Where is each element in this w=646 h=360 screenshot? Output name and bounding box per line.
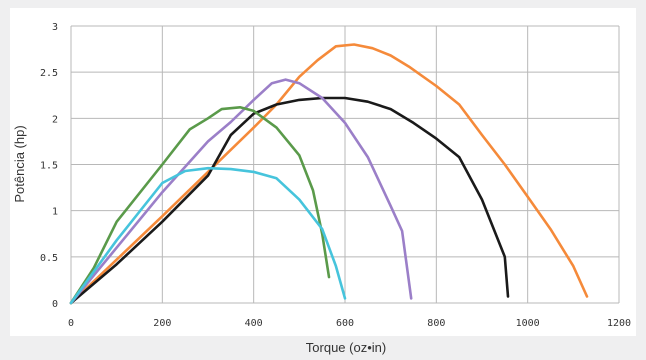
series-line-4 — [69, 106, 331, 305]
x-tick-label: 800 — [427, 318, 445, 329]
x-tick-label: 1000 — [516, 318, 540, 329]
series-line-1 — [69, 43, 589, 305]
series-line-2 — [69, 96, 510, 305]
y-tick-label: 0.5 — [40, 253, 58, 264]
y-tick-label: 1.5 — [40, 161, 58, 172]
series-layer — [69, 43, 589, 305]
x-tick-label: 1200 — [607, 318, 631, 329]
x-tick-label: 0 — [68, 318, 74, 329]
series-line-5 — [69, 166, 347, 305]
chart-panel — [10, 8, 636, 336]
x-tick-label: 200 — [153, 318, 171, 329]
y-tick-label: 2 — [52, 114, 58, 125]
y-tick-label: 2.5 — [40, 68, 58, 79]
series-line-3 — [69, 78, 413, 305]
x-tick-label: 400 — [245, 318, 263, 329]
y-tick-label: 3 — [52, 22, 58, 33]
y-axis-title: Potência (hp) — [12, 125, 27, 202]
x-axis-title: Torque (oz•in) — [306, 340, 386, 355]
x-tick-labels: 0 200 400 600 800 1000 1200 — [68, 318, 631, 329]
x-tick-label: 600 — [336, 318, 354, 329]
y-tick-label: 0 — [52, 299, 58, 310]
y-tick-label: 1 — [52, 207, 58, 218]
grid-lines — [70, 25, 620, 304]
y-tick-labels: 0 0.5 1 1.5 2 2.5 3 — [40, 22, 58, 310]
